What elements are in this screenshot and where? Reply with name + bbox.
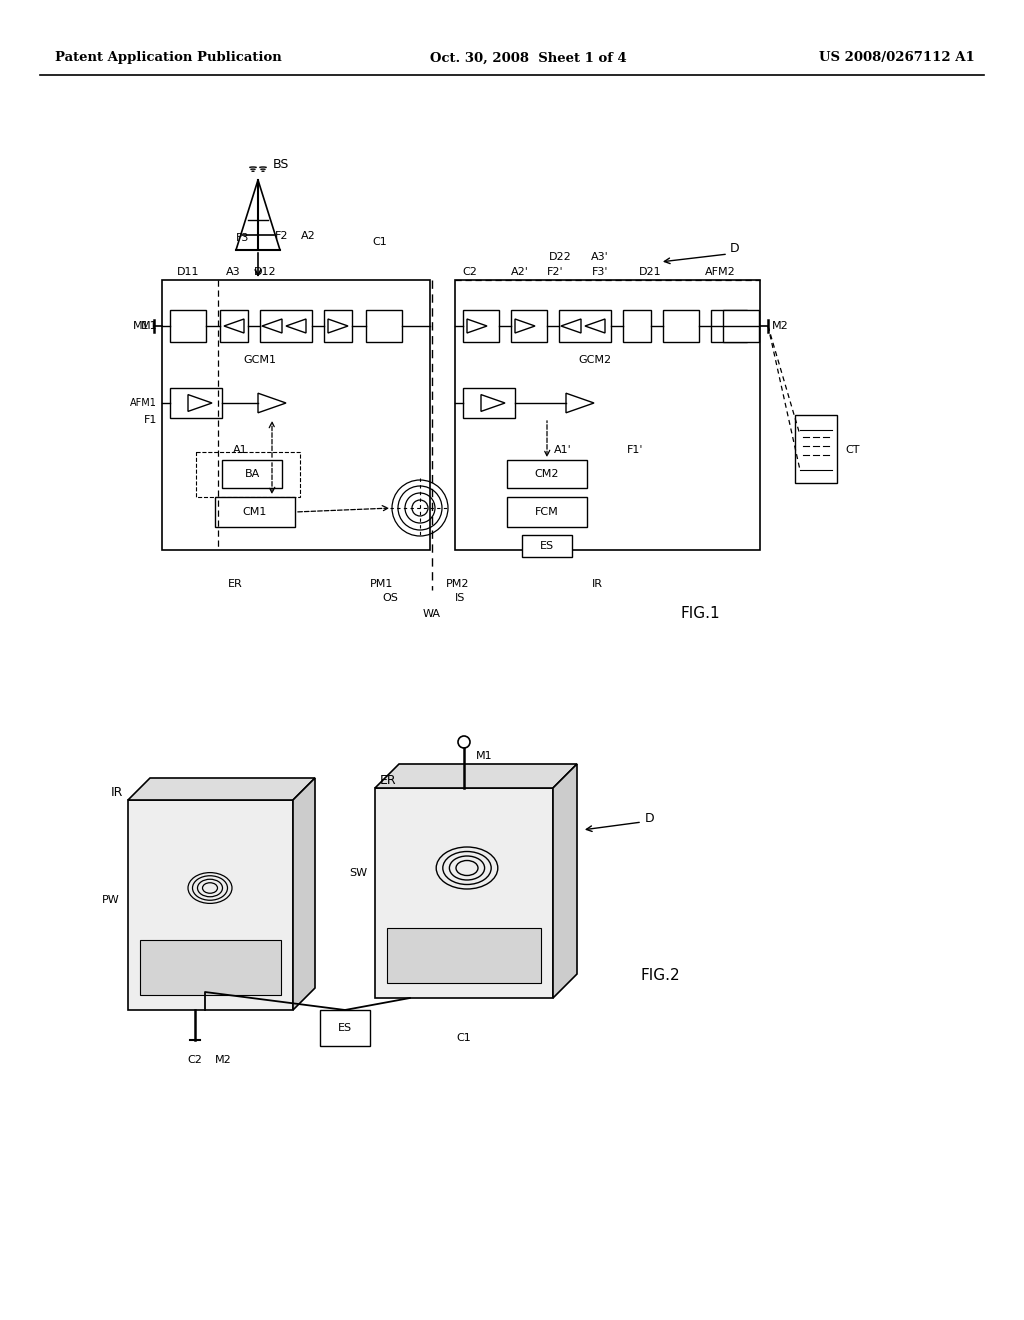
Polygon shape — [260, 310, 312, 342]
Polygon shape — [507, 498, 587, 527]
Text: ER: ER — [227, 579, 243, 589]
Text: CM2: CM2 — [535, 469, 559, 479]
Text: F1: F1 — [143, 414, 157, 425]
Text: A2': A2' — [511, 267, 529, 277]
Text: FCM: FCM — [536, 507, 559, 517]
Text: PW: PW — [102, 895, 120, 906]
Polygon shape — [463, 388, 515, 418]
Text: BA: BA — [245, 469, 260, 479]
Polygon shape — [215, 498, 295, 527]
Polygon shape — [220, 310, 248, 342]
Text: Oct. 30, 2008  Sheet 1 of 4: Oct. 30, 2008 Sheet 1 of 4 — [430, 51, 627, 65]
Polygon shape — [507, 459, 587, 488]
Polygon shape — [387, 928, 541, 983]
Polygon shape — [128, 800, 293, 1010]
Circle shape — [458, 737, 470, 748]
Text: A1: A1 — [232, 445, 248, 455]
Text: IS: IS — [455, 593, 465, 603]
Polygon shape — [375, 788, 553, 998]
Polygon shape — [711, 310, 746, 342]
Polygon shape — [463, 310, 499, 342]
Text: GCM2: GCM2 — [579, 355, 611, 366]
Text: FIG.1: FIG.1 — [680, 606, 720, 622]
Polygon shape — [663, 310, 699, 342]
Polygon shape — [222, 459, 282, 488]
Text: PM1: PM1 — [371, 579, 393, 589]
Text: A3': A3' — [591, 252, 609, 261]
Text: US 2008/0267112 A1: US 2008/0267112 A1 — [819, 51, 975, 65]
Text: C2: C2 — [463, 267, 477, 277]
Text: GCM1: GCM1 — [244, 355, 276, 366]
Text: M1: M1 — [133, 321, 150, 331]
Text: CM1: CM1 — [243, 507, 267, 517]
Text: C2: C2 — [187, 1055, 203, 1065]
Text: AFM2: AFM2 — [705, 267, 735, 277]
Text: AFM1: AFM1 — [130, 399, 157, 408]
Polygon shape — [723, 310, 759, 342]
Text: F1': F1' — [627, 445, 643, 455]
Text: D: D — [730, 242, 739, 255]
Text: M2: M2 — [215, 1055, 231, 1065]
Text: OS: OS — [382, 593, 398, 603]
Text: M2: M2 — [772, 321, 788, 331]
Polygon shape — [559, 310, 611, 342]
Text: D21: D21 — [639, 267, 662, 277]
Text: D11: D11 — [177, 267, 200, 277]
Text: ER: ER — [380, 774, 396, 787]
Text: A1': A1' — [554, 445, 571, 455]
Polygon shape — [140, 940, 281, 995]
Polygon shape — [511, 310, 547, 342]
Polygon shape — [623, 310, 651, 342]
Text: F2: F2 — [275, 231, 289, 242]
Text: FIG.2: FIG.2 — [640, 968, 680, 982]
Text: IR: IR — [592, 579, 602, 589]
Text: D: D — [645, 812, 654, 825]
Text: PM2: PM2 — [446, 579, 470, 589]
Text: SW: SW — [349, 869, 367, 878]
Text: A2: A2 — [301, 231, 315, 242]
Text: M1: M1 — [140, 321, 157, 331]
Polygon shape — [324, 310, 352, 342]
Text: ES: ES — [338, 1023, 352, 1034]
Polygon shape — [366, 310, 402, 342]
Text: F2': F2' — [547, 267, 563, 277]
Text: BS: BS — [273, 158, 290, 172]
Polygon shape — [170, 310, 206, 342]
Polygon shape — [553, 764, 577, 998]
Text: IR: IR — [111, 785, 123, 799]
Polygon shape — [795, 414, 837, 483]
Text: ES: ES — [540, 541, 554, 550]
Text: D22: D22 — [549, 252, 571, 261]
Polygon shape — [293, 777, 315, 1010]
Polygon shape — [522, 535, 572, 557]
Text: C1: C1 — [373, 238, 387, 247]
Polygon shape — [319, 1010, 370, 1045]
Text: F3: F3 — [237, 234, 250, 243]
Polygon shape — [170, 388, 222, 418]
Text: D12: D12 — [254, 267, 276, 277]
Text: WA: WA — [423, 609, 441, 619]
Text: C1: C1 — [457, 1034, 471, 1043]
Polygon shape — [375, 764, 577, 788]
Text: CT: CT — [845, 445, 859, 455]
Polygon shape — [128, 777, 315, 800]
Text: Patent Application Publication: Patent Application Publication — [55, 51, 282, 65]
Text: A3: A3 — [225, 267, 241, 277]
Text: M1: M1 — [476, 751, 493, 762]
Text: F3': F3' — [592, 267, 608, 277]
